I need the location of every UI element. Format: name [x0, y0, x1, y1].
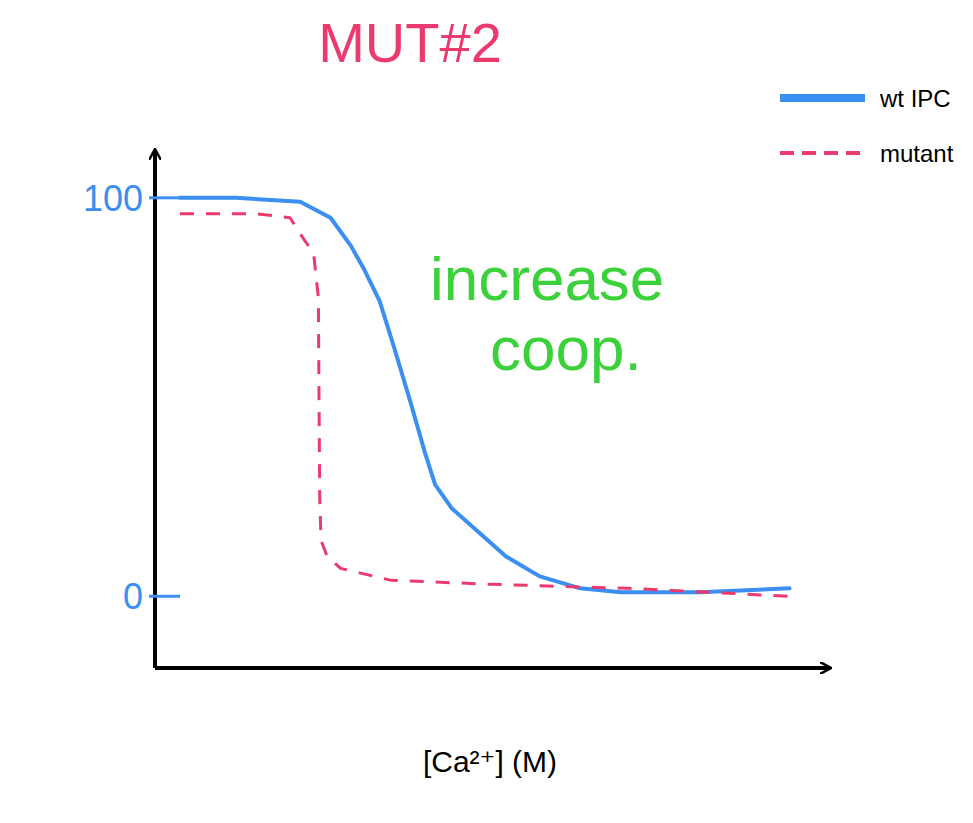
annotation-line: coop.	[490, 314, 642, 383]
legend-label: mutant	[880, 140, 954, 167]
plot-area	[180, 198, 790, 596]
legend-label: wt IPC	[879, 85, 951, 112]
y-tick	[149, 196, 180, 199]
legend: wt IPC mutant	[780, 85, 954, 167]
annotation-line: increase	[430, 244, 664, 313]
y-tick-label: 0	[123, 576, 143, 617]
y-axis	[153, 150, 157, 668]
series-line	[180, 198, 790, 592]
x-axis	[155, 666, 830, 670]
chart: MUT#2 0 100 wt IPC mutant increasecoop. [Ca²⁺]…	[0, 0, 973, 823]
y-tick-label: 100	[83, 178, 143, 219]
annotation: increasecoop.	[430, 244, 664, 383]
legend-swatch	[780, 151, 865, 155]
title: MUT#2	[318, 11, 502, 74]
x-axis-label: [Ca²⁺] (M)	[423, 745, 557, 778]
y-tick	[149, 595, 180, 598]
series-line	[180, 214, 790, 597]
legend-swatch	[780, 94, 865, 102]
